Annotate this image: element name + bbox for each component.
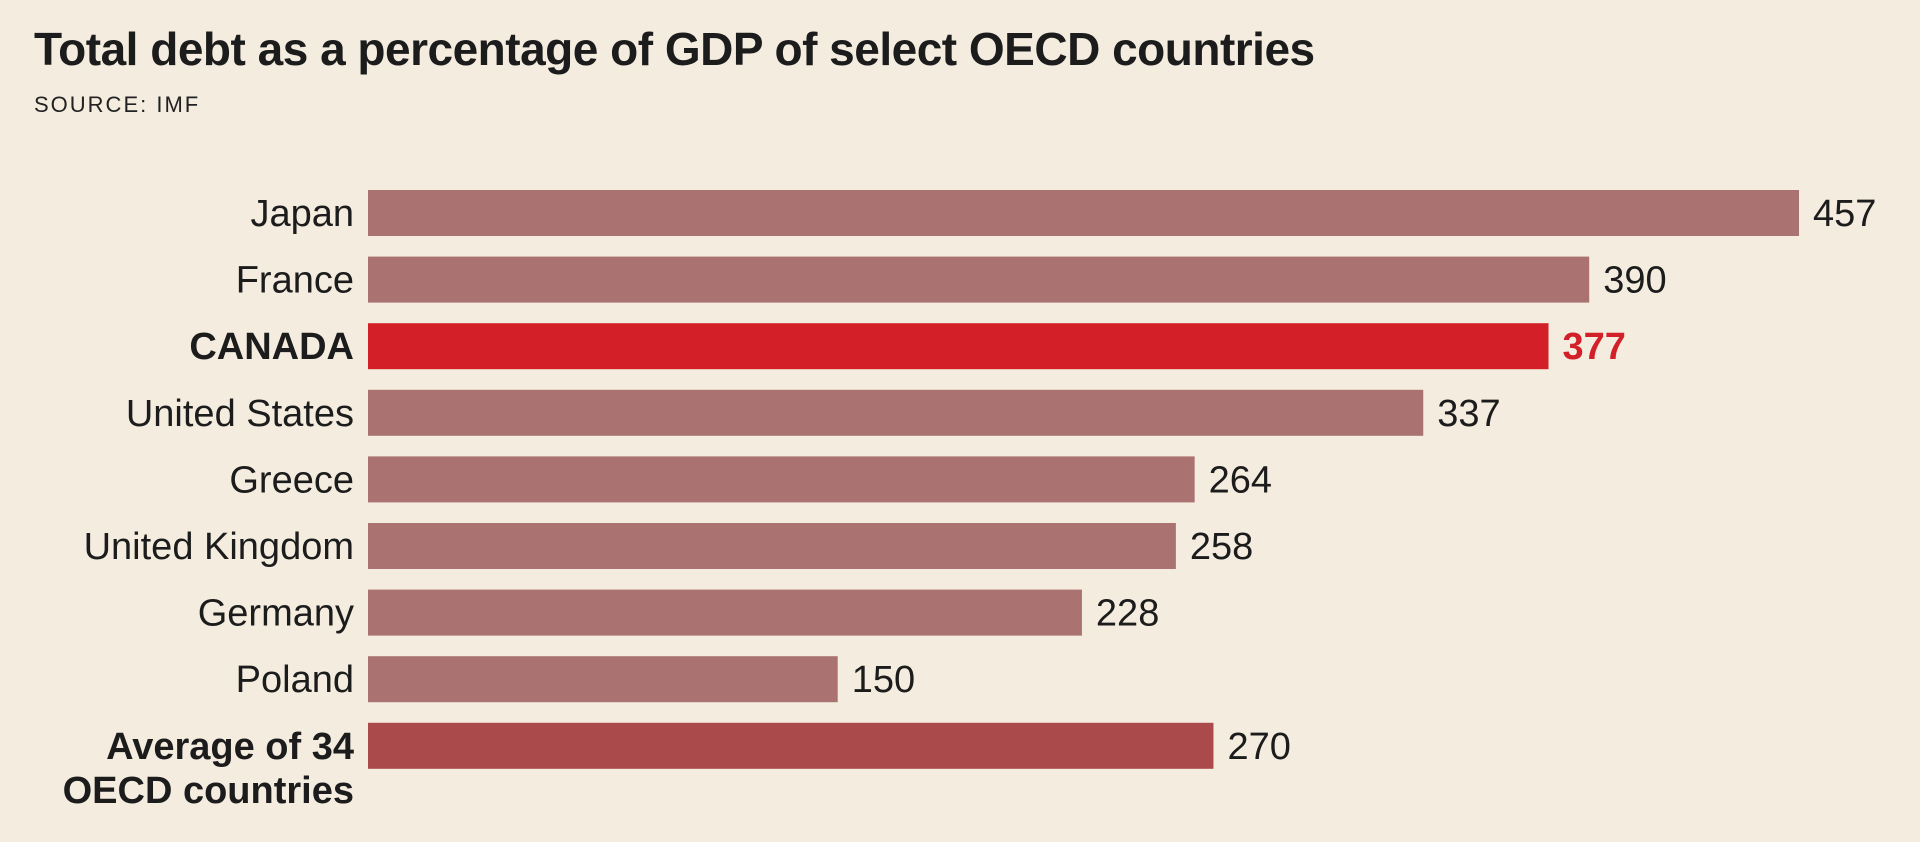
bar-group: United States 337	[126, 389, 1501, 436]
value-label: 390	[1603, 260, 1666, 302]
value-label: 337	[1437, 393, 1500, 435]
chart-source: SOURCE: IMF	[34, 92, 201, 117]
category-label: France	[236, 260, 354, 302]
category-label: United States	[126, 393, 354, 435]
category-label: CANADA	[189, 326, 354, 368]
category-label: Germany	[198, 593, 354, 635]
category-label: Average of 34	[106, 726, 354, 768]
bar-group: France 390	[236, 256, 1667, 303]
bar	[368, 722, 1214, 769]
bar-group: United Kingdom 258	[84, 523, 1253, 569]
chart-title: Total debt as a percentage of GDP of sel…	[34, 23, 1315, 75]
bar-group: Japan 457	[250, 190, 1876, 236]
category-label: United Kingdom	[84, 526, 354, 568]
category-label: Japan	[250, 193, 354, 235]
bar	[368, 323, 1549, 370]
value-label: 228	[1096, 593, 1159, 635]
bar	[368, 523, 1176, 569]
bar	[368, 656, 838, 703]
value-label: 258	[1190, 526, 1253, 568]
value-label: 270	[1227, 726, 1290, 768]
bar-group: Poland 150	[236, 656, 915, 703]
bar-group: CANADA 377	[189, 323, 1626, 370]
value-label: 150	[852, 659, 915, 701]
value-label: 377	[1562, 326, 1625, 368]
bar	[368, 256, 1590, 303]
category-label: OECD countries	[63, 770, 354, 812]
value-label: 264	[1209, 459, 1272, 501]
bar	[368, 456, 1195, 503]
bar	[368, 589, 1082, 636]
bar-group: Greece 264	[229, 456, 1272, 503]
bar	[368, 190, 1799, 236]
category-label: Poland	[236, 659, 354, 701]
value-label: 457	[1813, 193, 1876, 235]
bar	[368, 389, 1424, 436]
category-label: Greece	[229, 459, 354, 501]
bar-group: Germany 228	[198, 589, 1159, 636]
